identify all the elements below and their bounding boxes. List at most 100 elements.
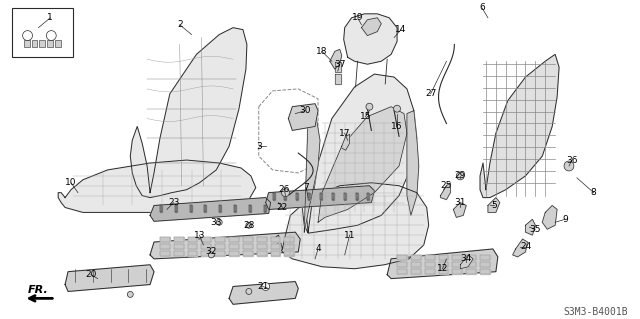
Polygon shape — [150, 197, 271, 221]
Circle shape — [394, 105, 401, 112]
Text: 34: 34 — [461, 254, 472, 263]
Text: 2: 2 — [177, 20, 182, 29]
Polygon shape — [257, 251, 267, 256]
Text: 10: 10 — [65, 178, 77, 187]
Polygon shape — [362, 18, 381, 35]
Text: FR.: FR. — [28, 286, 49, 295]
Polygon shape — [58, 160, 256, 212]
Polygon shape — [174, 244, 184, 249]
Polygon shape — [202, 244, 211, 249]
Polygon shape — [243, 237, 253, 242]
Polygon shape — [273, 193, 275, 200]
Polygon shape — [452, 255, 462, 260]
Text: 12: 12 — [437, 264, 448, 273]
Polygon shape — [257, 237, 267, 242]
Text: 31: 31 — [454, 198, 466, 207]
Polygon shape — [411, 255, 420, 260]
Polygon shape — [215, 237, 225, 242]
Polygon shape — [160, 244, 170, 249]
Polygon shape — [229, 251, 239, 256]
Polygon shape — [215, 244, 225, 249]
Polygon shape — [513, 239, 527, 257]
Polygon shape — [229, 237, 239, 242]
Polygon shape — [330, 49, 342, 69]
Polygon shape — [466, 255, 476, 260]
Polygon shape — [438, 255, 449, 260]
Polygon shape — [440, 183, 451, 200]
Polygon shape — [304, 116, 320, 232]
Polygon shape — [397, 255, 407, 260]
Polygon shape — [480, 255, 490, 260]
Polygon shape — [460, 255, 473, 269]
Polygon shape — [229, 282, 298, 304]
Polygon shape — [452, 262, 462, 267]
Polygon shape — [284, 193, 287, 200]
Text: 4: 4 — [316, 244, 321, 254]
Circle shape — [46, 31, 56, 41]
Polygon shape — [335, 62, 340, 72]
Polygon shape — [332, 193, 334, 200]
Polygon shape — [160, 251, 170, 256]
Polygon shape — [480, 54, 559, 197]
Text: 27: 27 — [425, 89, 436, 98]
Polygon shape — [453, 203, 466, 217]
Text: 16: 16 — [391, 122, 403, 131]
Polygon shape — [131, 28, 247, 197]
Circle shape — [127, 292, 133, 297]
Polygon shape — [174, 237, 184, 242]
Circle shape — [216, 219, 222, 225]
Polygon shape — [249, 205, 251, 212]
Circle shape — [246, 222, 252, 228]
Text: 30: 30 — [300, 106, 311, 115]
Polygon shape — [335, 74, 340, 84]
Text: 19: 19 — [352, 13, 364, 22]
Polygon shape — [525, 219, 536, 235]
Polygon shape — [320, 193, 322, 200]
Polygon shape — [356, 193, 358, 200]
Polygon shape — [466, 269, 476, 274]
Text: 5: 5 — [491, 201, 497, 210]
Polygon shape — [284, 244, 294, 249]
Bar — [24, 40, 29, 48]
Polygon shape — [387, 249, 498, 278]
Polygon shape — [243, 244, 253, 249]
Polygon shape — [425, 255, 435, 260]
Text: 33: 33 — [211, 218, 222, 227]
Polygon shape — [188, 244, 198, 249]
Text: 7: 7 — [303, 183, 309, 192]
Polygon shape — [188, 251, 198, 256]
Circle shape — [456, 172, 464, 180]
Polygon shape — [243, 251, 253, 256]
Text: 6: 6 — [479, 4, 485, 12]
Polygon shape — [318, 107, 407, 222]
Text: 25: 25 — [441, 181, 452, 190]
Polygon shape — [397, 262, 407, 267]
Polygon shape — [174, 251, 184, 256]
Text: 21: 21 — [257, 282, 268, 291]
Polygon shape — [542, 205, 557, 229]
Circle shape — [282, 189, 289, 197]
Polygon shape — [411, 262, 420, 267]
Polygon shape — [271, 244, 280, 249]
Circle shape — [564, 161, 574, 171]
Polygon shape — [202, 237, 211, 242]
Polygon shape — [276, 183, 429, 269]
Text: 8: 8 — [591, 188, 596, 197]
Text: 29: 29 — [454, 171, 466, 180]
Text: 28: 28 — [243, 221, 255, 230]
Bar — [47, 40, 53, 48]
Polygon shape — [271, 251, 280, 256]
Text: 26: 26 — [279, 185, 290, 194]
Polygon shape — [289, 104, 318, 130]
Circle shape — [262, 283, 269, 291]
Polygon shape — [220, 205, 221, 212]
Circle shape — [366, 103, 373, 110]
Polygon shape — [160, 205, 162, 212]
Polygon shape — [296, 193, 298, 200]
Polygon shape — [411, 269, 420, 274]
Polygon shape — [407, 111, 419, 215]
Text: 36: 36 — [566, 156, 578, 165]
Text: 20: 20 — [85, 270, 97, 279]
Polygon shape — [480, 269, 490, 274]
Text: 17: 17 — [339, 129, 351, 138]
